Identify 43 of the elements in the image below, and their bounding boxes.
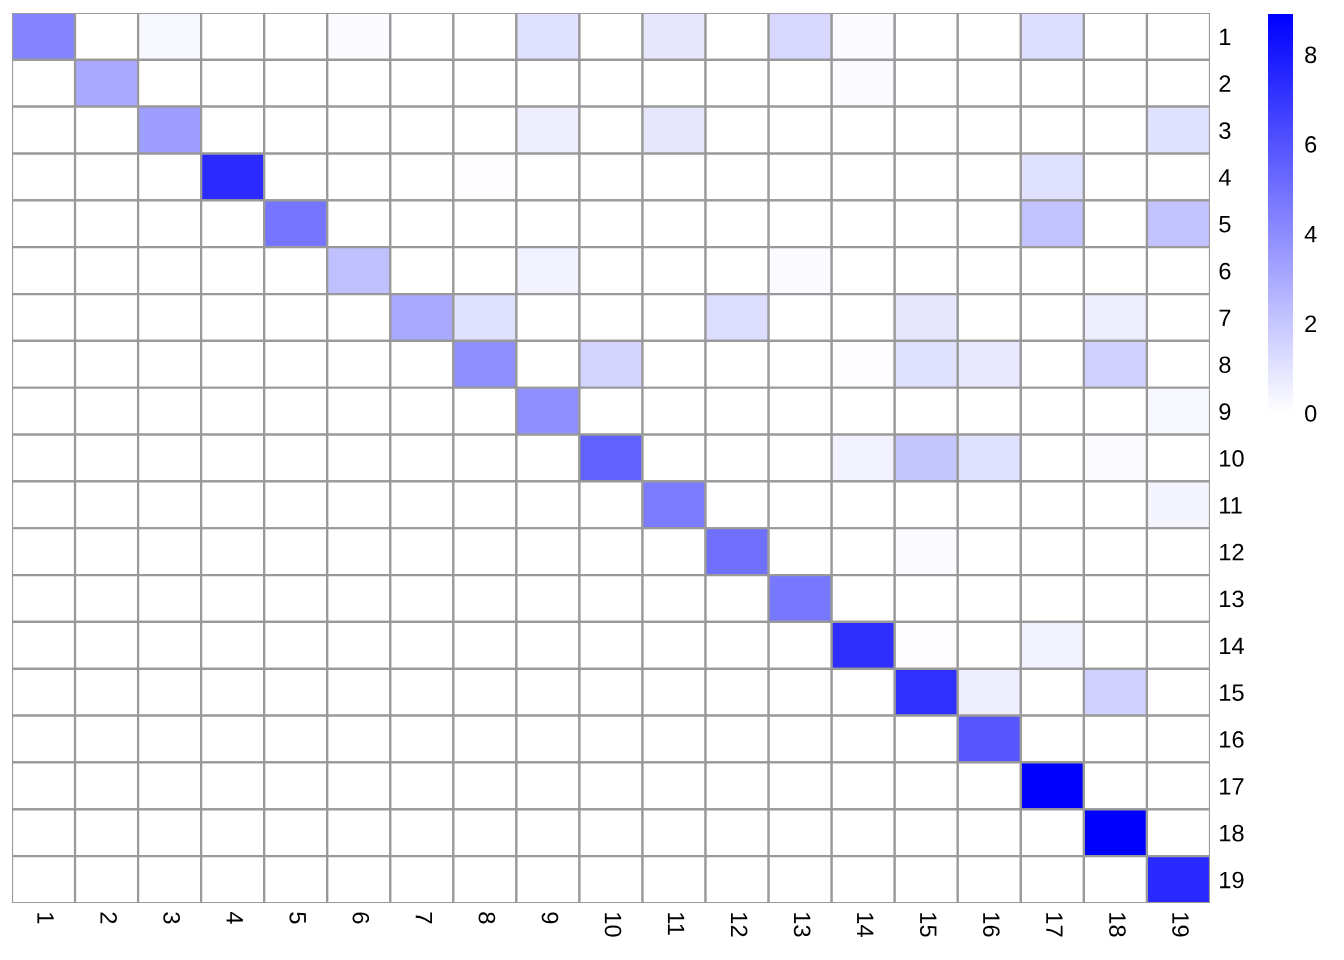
x-tick-label: 2	[100, 912, 117, 924]
y-tick-label: 8	[1219, 356, 1231, 374]
x-tick-label: 5	[289, 912, 306, 924]
y-tick-label: 9	[1219, 403, 1231, 420]
y-tick-label: 7	[1219, 309, 1231, 327]
y-tick-label: 10	[1220, 450, 1244, 467]
x-tick-label: 17	[1046, 913, 1063, 937]
y-tick-label: 19	[1220, 871, 1244, 889]
x-tick-label: 8	[478, 912, 496, 924]
x-tick-label: 7	[415, 912, 432, 924]
x-tick-label: 19	[1172, 913, 1189, 937]
y-tick-label: 18	[1220, 824, 1244, 842]
x-tick-label: 14	[857, 913, 874, 937]
x-tick-label: 10	[604, 913, 622, 937]
y-tick-label: 14	[1220, 637, 1244, 654]
color-bar-label: 0	[1305, 405, 1317, 422]
y-tick-label: 15	[1220, 684, 1244, 701]
y-tick-label: 17	[1220, 778, 1244, 795]
y-tick-label: 12	[1220, 543, 1244, 561]
color-bar-label: 6	[1305, 136, 1317, 153]
x-tick-label: 15	[919, 913, 937, 937]
color-bar-label: 8	[1305, 46, 1317, 64]
y-tick-label: 16	[1220, 731, 1244, 748]
color-bar-label: 2	[1305, 315, 1317, 332]
y-tick-label: 13	[1220, 590, 1244, 608]
y-tick-label: 11	[1220, 497, 1242, 514]
x-tick-label: 13	[793, 913, 811, 937]
y-tick-label: 2	[1219, 75, 1231, 92]
x-tick-label: 18	[1109, 913, 1126, 937]
y-tick-label: 1	[1220, 28, 1231, 45]
x-tick-label: 1	[37, 913, 54, 924]
y-tick-label: 6	[1219, 262, 1231, 280]
y-tick-label: 5	[1219, 216, 1231, 233]
x-tick-label: 12	[731, 913, 748, 937]
y-tick-label: 4	[1218, 169, 1231, 186]
color-bar-label: 4	[1304, 225, 1317, 243]
x-tick-label: 3	[163, 912, 181, 924]
x-tick-label: 6	[352, 912, 370, 924]
x-tick-label: 4	[226, 911, 243, 924]
x-tick-label: 16	[982, 913, 1000, 937]
y-tick-label: 3	[1219, 122, 1231, 139]
x-tick-label: 9	[541, 912, 559, 924]
x-tick-label: 11	[667, 913, 685, 935]
